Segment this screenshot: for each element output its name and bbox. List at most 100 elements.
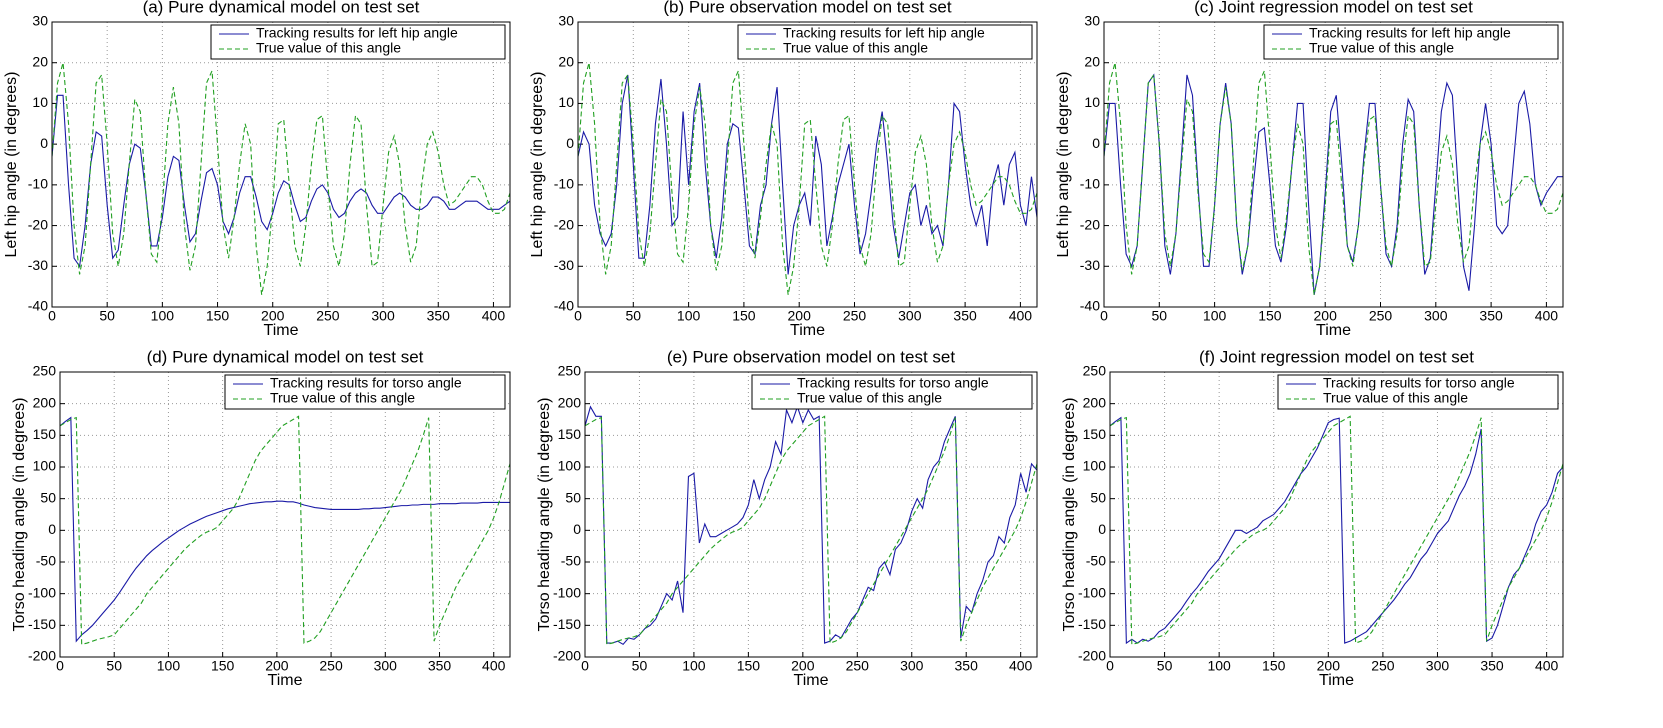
y-tick-label: -20 xyxy=(28,216,48,232)
plot-area xyxy=(52,22,510,307)
y-tick-label: 50 xyxy=(40,489,56,505)
subplot: 0 50 100 150 200 250 300 350 400 -200 -150 -100 -50 0… xyxy=(11,347,511,689)
y-tick-label: 0 xyxy=(573,521,581,537)
y-tick-label: -150 xyxy=(553,616,581,632)
x-tick-label: 350 xyxy=(428,658,452,674)
legend-label: Tracking results for torso angle xyxy=(797,375,989,391)
y-tick-label: 100 xyxy=(1083,458,1107,474)
axes-frame xyxy=(51,21,511,308)
legend-label: True value of this angle xyxy=(783,40,928,56)
legend-label: True value of this angle xyxy=(1309,40,1454,56)
legend-box xyxy=(751,374,1033,410)
x-tick-label: 350 xyxy=(955,658,979,674)
y-tick-label: 30 xyxy=(558,13,574,29)
y-tick-label: -40 xyxy=(1080,298,1100,314)
subplot: 0 50 100 150 200 250 300 350 400 -40 -30 -20 -10 0 10 2… xyxy=(3,0,511,339)
y-tick-label: 250 xyxy=(33,363,57,379)
legend-box xyxy=(1277,374,1559,410)
legend-box xyxy=(210,24,506,60)
x-tick-label: 50 xyxy=(1157,658,1173,674)
x-tick-label: 150 xyxy=(211,658,235,674)
data-line xyxy=(1104,73,1563,295)
axes-frame xyxy=(1103,21,1564,308)
y-tick-label: 50 xyxy=(1090,489,1106,505)
y-tick-label: 0 xyxy=(1092,135,1100,151)
subplot: 0 50 100 150 200 250 300 350 400 -200 -150 -100 -50 0… xyxy=(536,347,1038,689)
x-tick-label: 0 xyxy=(574,308,582,324)
y-tick-label: 10 xyxy=(1084,94,1100,110)
x-axis-label: Time xyxy=(1319,672,1354,689)
x-tick-label: 300 xyxy=(371,308,395,324)
y-tick-label: -150 xyxy=(28,616,56,632)
plot-area xyxy=(1110,372,1563,657)
data-line xyxy=(578,74,1037,275)
x-tick-label: 400 xyxy=(1009,658,1033,674)
x-tick-label: 100 xyxy=(157,658,181,674)
y-tick-label: -30 xyxy=(554,257,574,273)
x-tick-label: 50 xyxy=(626,308,642,324)
y-tick-label: -10 xyxy=(554,176,574,192)
y-tick-label: 50 xyxy=(565,489,581,505)
y-axis-label: Left hip angle (in degrees) xyxy=(1055,72,1072,258)
legend-box xyxy=(1263,24,1559,60)
legend-label: True value of this angle xyxy=(256,40,401,56)
y-tick-label: 10 xyxy=(32,94,48,110)
y-tick-label: -50 xyxy=(561,553,581,569)
x-tick-label: 0 xyxy=(1100,308,1108,324)
data-line xyxy=(585,415,1037,646)
x-tick-label: 100 xyxy=(677,308,701,324)
y-tick-label: 20 xyxy=(558,53,574,69)
data-line xyxy=(52,62,510,295)
legend-label: Tracking results for torso angle xyxy=(1323,375,1515,391)
y-tick-label: 0 xyxy=(1098,521,1106,537)
x-tick-label: 250 xyxy=(846,658,870,674)
x-axis-label: Time xyxy=(794,672,829,689)
x-tick-label: 350 xyxy=(1479,308,1503,324)
x-tick-label: 0 xyxy=(581,658,589,674)
y-tick-label: 0 xyxy=(566,135,574,151)
y-tick-label: -100 xyxy=(28,584,56,600)
x-tick-label: 400 xyxy=(482,658,506,674)
data-line xyxy=(1110,415,1563,646)
y-tick-label: 250 xyxy=(558,363,582,379)
y-tick-label: 150 xyxy=(1083,426,1107,442)
x-tick-label: 150 xyxy=(206,308,230,324)
data-line xyxy=(1110,416,1563,645)
x-tick-label: 150 xyxy=(1258,308,1282,324)
data-line xyxy=(1104,62,1563,295)
data-line xyxy=(585,405,1037,646)
plot-area xyxy=(60,372,510,657)
legend-label: Tracking results for left hip angle xyxy=(1309,25,1511,41)
x-tick-label: 300 xyxy=(1426,658,1450,674)
x-tick-label: 100 xyxy=(1203,308,1227,324)
x-tick-label: 100 xyxy=(682,658,706,674)
chart-title: (e) Pure observation model on test set xyxy=(667,347,955,366)
axes-frame xyxy=(577,21,1038,308)
x-tick-label: 300 xyxy=(374,658,398,674)
y-tick-label: -100 xyxy=(1078,584,1106,600)
x-tick-label: 300 xyxy=(898,308,922,324)
axes-frame xyxy=(1109,371,1564,658)
x-tick-label: 50 xyxy=(632,658,648,674)
chart-title: (b) Pure observation model on test set xyxy=(663,0,951,16)
x-tick-label: 200 xyxy=(265,658,289,674)
legend-label: True value of this angle xyxy=(797,390,942,406)
legend-label: Tracking results for left hip angle xyxy=(783,25,985,41)
legend-box xyxy=(737,24,1033,60)
y-tick-label: 250 xyxy=(1083,363,1107,379)
chart-title: (a) Pure dynamical model on test set xyxy=(143,0,420,16)
x-tick-label: 150 xyxy=(1262,658,1286,674)
y-tick-label: -200 xyxy=(553,648,581,664)
axes-frame xyxy=(584,371,1038,658)
x-tick-label: 250 xyxy=(1369,308,1393,324)
x-tick-label: 350 xyxy=(953,308,977,324)
y-tick-label: 200 xyxy=(558,394,582,410)
x-tick-label: 350 xyxy=(1480,658,1504,674)
chart-title: (c) Joint regression model on test set xyxy=(1194,0,1473,16)
y-tick-label: 200 xyxy=(1083,394,1107,410)
y-tick-label: -30 xyxy=(28,257,48,273)
subplot: 0 50 100 150 200 250 300 350 400 -40 -30 -20 -10 0 10 2… xyxy=(529,0,1038,339)
axes-frame xyxy=(59,371,511,658)
y-axis-label: Left hip angle (in degrees) xyxy=(3,72,20,258)
